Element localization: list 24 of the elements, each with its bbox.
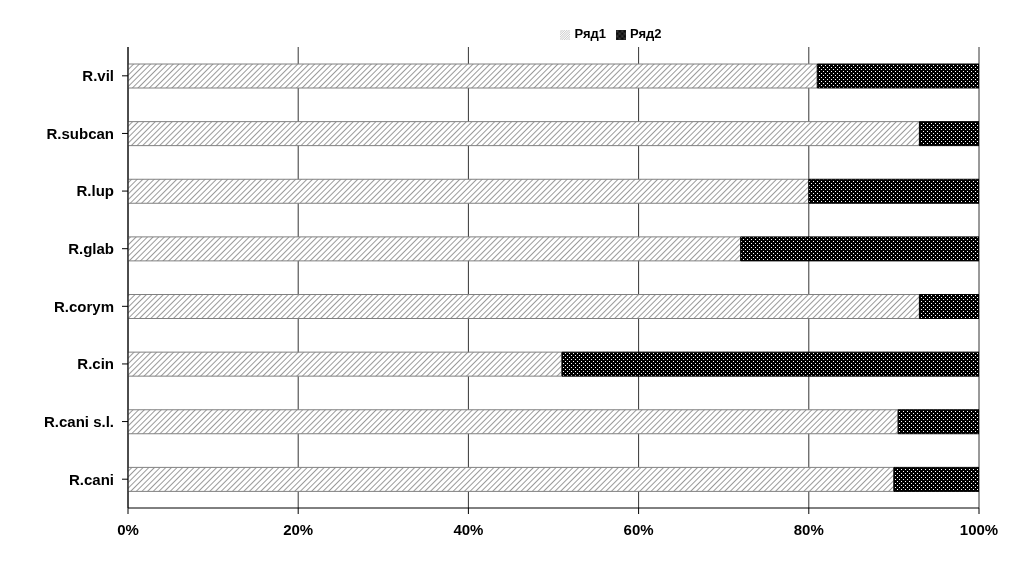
- y-tick-label: R.vil: [82, 67, 114, 85]
- x-tick-label: 100%: [959, 520, 999, 538]
- bar: [128, 294, 920, 319]
- y-tick-label: R.cin: [77, 355, 114, 373]
- x-tick-label: 80%: [793, 520, 824, 538]
- x-tick-label: 40%: [453, 520, 484, 538]
- bar: [128, 63, 818, 89]
- bar: [128, 466, 895, 492]
- legend-label: Ряд2: [630, 26, 662, 41]
- legend-label: Ряд1: [574, 26, 606, 41]
- x-tick-label: 60%: [623, 520, 654, 538]
- bar: [128, 351, 563, 377]
- bar: [128, 121, 920, 147]
- y-tick-label: R.cani: [68, 470, 114, 488]
- y-tick-label: R.cani s.l.: [43, 412, 114, 430]
- x-tick-label: 20%: [283, 520, 314, 538]
- bar: [128, 236, 742, 262]
- y-tick-label: R.corym: [53, 297, 114, 315]
- x-tick-label: 0%: [117, 520, 139, 538]
- bar: [128, 178, 810, 204]
- y-tick-label: R.lup: [76, 182, 114, 200]
- bar: [128, 409, 899, 435]
- y-tick-label: R.glab: [68, 240, 114, 258]
- y-tick-label: R.subcan: [46, 124, 114, 142]
